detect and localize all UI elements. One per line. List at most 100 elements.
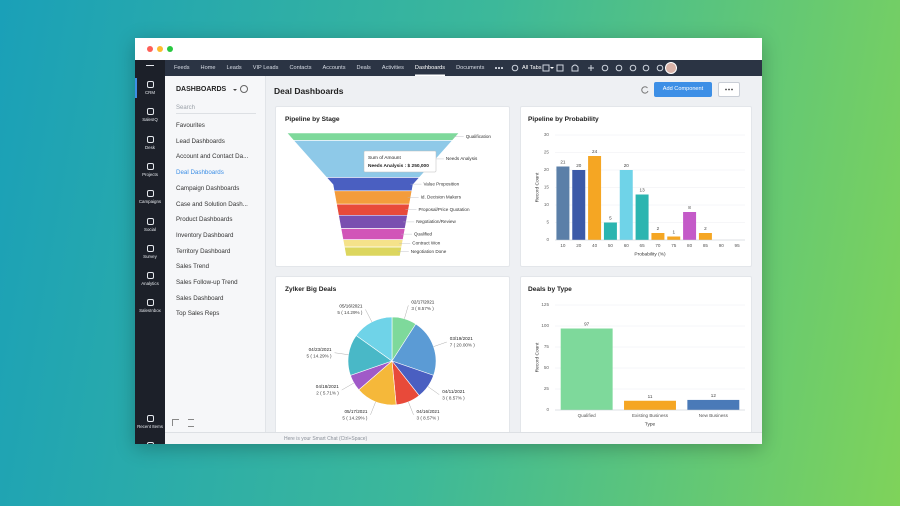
panel-icon[interactable] [172, 419, 179, 426]
sidebar-app[interactable]: Analytics [135, 272, 165, 286]
sidebar-app[interactable]: Projects [135, 162, 165, 177]
icon[interactable] [642, 64, 650, 72]
menu-icon[interactable] [146, 65, 154, 66]
nav-tab[interactable]: Documents [456, 65, 485, 71]
dashboard-link[interactable]: Product Dashboards [176, 216, 233, 224]
app-icon [146, 81, 154, 88]
title-bar [135, 38, 762, 60]
app-icon [146, 217, 154, 225]
dashboard-link[interactable]: Sales Dashboard [176, 294, 224, 302]
more-tabs[interactable] [495, 60, 503, 76]
icon[interactable] [542, 64, 550, 72]
dashboard-link[interactable]: Campaign Dashboards [176, 184, 240, 192]
dashboard-link[interactable]: Sales Follow-up Trend [176, 279, 238, 286]
icon[interactable] [601, 64, 609, 72]
dropdown-caret [550, 67, 554, 69]
dropdown-caret[interactable] [233, 89, 237, 91]
search-icon[interactable] [511, 64, 519, 72]
panel-icon[interactable] [188, 419, 194, 427]
icon[interactable] [656, 64, 664, 72]
nav-icons [511, 62, 677, 74]
sidebar-app[interactable]: Desk [135, 135, 165, 150]
icon[interactable] [629, 64, 637, 72]
icon[interactable] [615, 64, 623, 72]
footer-bar: Here is your Smart Chat (Ctrl+Space) [165, 432, 762, 444]
smart-chat[interactable]: Here is your Smart Chat (Ctrl+Space) [284, 436, 368, 442]
top-nav: Feeds Home Leads VIP Leads Contacts Accounts D… [165, 60, 762, 76]
nav-tab[interactable]: Feeds [174, 65, 190, 71]
card [520, 276, 752, 444]
dashboard-link[interactable]: Top Sales Reps [176, 310, 220, 318]
tab-list: Feeds Home Leads VIP Leads Contacts Accounts D… [174, 60, 503, 76]
app-label: Survey [143, 253, 157, 259]
app-icon [146, 108, 154, 116]
sidebar-app[interactable]: Social [135, 217, 165, 232]
app-label: CRM [145, 90, 155, 95]
active-indicator [135, 78, 137, 98]
app-label: SalesIQ [142, 117, 158, 123]
dashboards-panel: DASHBOARDS Search Favourites Lead Dashboa… [165, 76, 266, 444]
app-label: SalesInbox [139, 308, 161, 314]
card [275, 106, 510, 267]
nav-tab[interactable]: Contacts [289, 65, 312, 71]
app-label: Social [144, 226, 156, 232]
nav-tab[interactable]: Dashboards [415, 60, 445, 76]
dot [498, 67, 500, 69]
app-icon [146, 190, 154, 198]
icon[interactable] [556, 64, 564, 72]
app-label: Projects [142, 171, 158, 177]
close-button[interactable] [147, 46, 153, 52]
sidebar-app[interactable]: SalesIQ [135, 108, 165, 122]
app-icon [146, 135, 154, 143]
sidebar-app[interactable]: Favorites [135, 442, 165, 444]
dashboard-link[interactable]: Lead Dashboards [176, 137, 225, 145]
nav-tab[interactable]: Leads [226, 65, 242, 71]
dashboard-link[interactable]: Account and Contact Da... [176, 153, 249, 161]
dashboard-link[interactable]: Case and Solution Dash... [176, 200, 248, 208]
sidebar-app[interactable]: Campaigns [135, 190, 165, 204]
dashboard-link[interactable]: Sales Trend [176, 263, 210, 271]
dots-icon [725, 88, 733, 91]
sidebar-app[interactable]: Survey [135, 244, 165, 259]
app-icon [146, 415, 154, 422]
app-label: Recent Items [137, 424, 163, 429]
page-title: Deal Dashboards [274, 86, 344, 96]
dashboard-link[interactable]: Favourites [176, 122, 205, 129]
app-icon [146, 162, 154, 170]
app-label: Desk [144, 144, 155, 150]
dot [495, 67, 497, 69]
maximize-button[interactable] [167, 46, 173, 52]
refresh-icon[interactable] [640, 85, 650, 95]
nav-tab[interactable]: Deals [356, 65, 371, 71]
dashboard-link[interactable]: Inventory Dashboard [176, 231, 234, 239]
sidebar-app[interactable]: SalesInbox [135, 299, 165, 313]
app-label: Campaigns [138, 199, 162, 205]
nav-tab[interactable]: Activities [381, 65, 404, 71]
add-dashboard-icon[interactable] [240, 85, 248, 93]
bell-icon[interactable] [571, 64, 579, 72]
sidebar-app[interactable]: Recent Items [135, 415, 165, 429]
app-sidebar: CRM SalesIQ Desk Projects Campaigns Social Sur… [135, 60, 165, 444]
app-label: Analytics [141, 281, 159, 287]
card [520, 106, 752, 267]
search-input[interactable]: Search [176, 105, 256, 114]
avatar[interactable] [665, 62, 677, 74]
nav-tab[interactable]: VIP Leads [252, 65, 279, 71]
app-icon [146, 299, 154, 307]
add-component-button[interactable]: Add Component [654, 82, 712, 97]
dot [500, 67, 503, 69]
minimize-button[interactable] [157, 46, 163, 52]
nav-tab[interactable]: Home [200, 65, 216, 71]
dashboard-link[interactable]: Deal Dashboards [176, 169, 224, 177]
plus-icon[interactable] [588, 65, 594, 71]
sidebar-app[interactable]: CRM [135, 81, 165, 95]
all-tabs[interactable]: All Tabs [522, 65, 542, 71]
more-button[interactable] [718, 82, 740, 97]
app-icon [146, 272, 154, 280]
card [275, 276, 510, 444]
app-icon [146, 442, 154, 444]
nav-tab[interactable]: Accounts [322, 65, 346, 71]
app-window: Feeds Home Leads VIP Leads Contacts Accounts D… [135, 38, 762, 444]
dashboard-link[interactable]: Territory Dashboard [176, 247, 231, 255]
